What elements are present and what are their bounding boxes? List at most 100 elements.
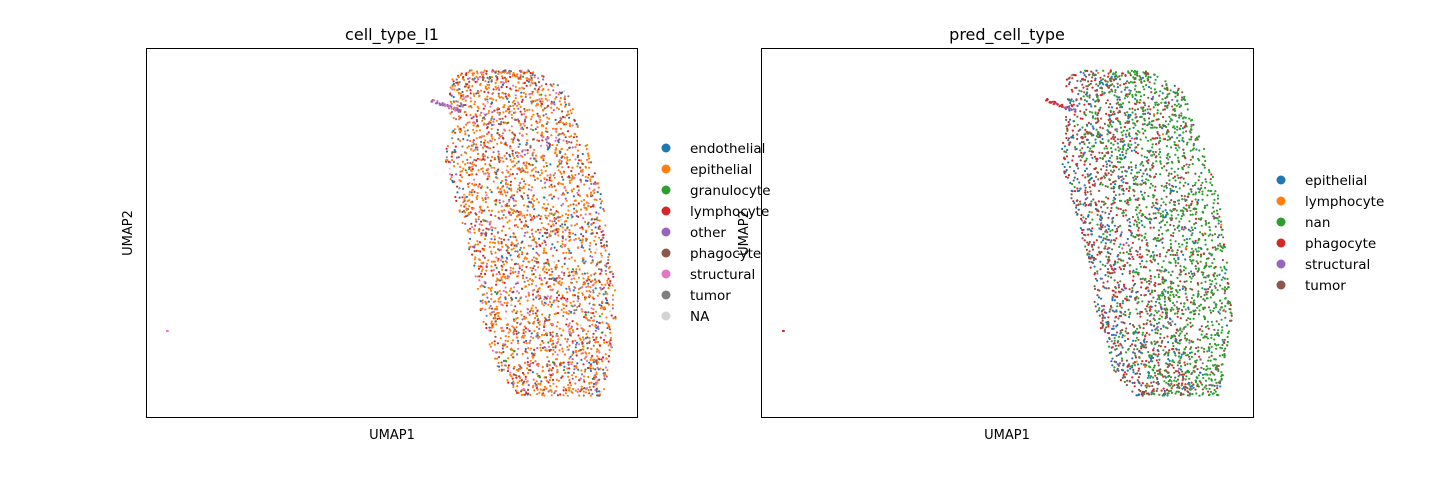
cell-point-granulocyte: [591, 377, 594, 381]
cell-point-epithelial: [490, 135, 493, 138]
cell-point-epithelial: [610, 270, 613, 273]
cell-point-nan: [1166, 95, 1169, 98]
cell-point-structural: [479, 143, 482, 147]
cell-point-epithelial: [526, 152, 529, 155]
cell-point-nan: [1207, 377, 1211, 380]
cell-point-phagocyte: [1099, 126, 1102, 129]
cell-point-epithelial: [1101, 224, 1104, 227]
cell-point-structural: [1178, 367, 1181, 370]
cell-point-phagocyte: [520, 287, 524, 290]
cell-point-phagocyte: [501, 117, 504, 120]
cell-point-nan: [1164, 80, 1167, 83]
cell-point-structural: [1102, 308, 1105, 311]
cell-point-nan: [1169, 384, 1172, 387]
cell-point-nan: [1122, 313, 1125, 316]
cell-point-phagocyte: [1157, 361, 1160, 364]
cell-point-epithelial: [527, 372, 530, 375]
cell-point-tumor: [1153, 314, 1156, 317]
cell-point-epithelial: [562, 386, 565, 389]
cell-point-tumor: [1210, 371, 1213, 374]
cell-point-nan: [1137, 297, 1140, 300]
cell-point-epithelial: [1085, 100, 1088, 103]
cell-point-epithelial: [580, 369, 583, 372]
cell-point-epithelial: [471, 194, 474, 197]
cell-point-nan: [1119, 147, 1122, 150]
cell-point-lymphocyte: [566, 130, 570, 133]
cell-point-tumor: [543, 262, 546, 265]
cell-point-epithelial: [576, 306, 579, 309]
cell-point-epithelial: [567, 209, 570, 212]
cell-point-endothelial: [491, 229, 494, 232]
cell-point-phagocyte: [500, 361, 503, 364]
cell-point-epithelial: [572, 270, 575, 273]
cell-point-other: [552, 109, 556, 112]
cell-point-epithelial: [555, 127, 558, 130]
cell-point-epithelial: [510, 258, 513, 261]
cell-point-endothelial: [575, 270, 578, 273]
cell-point-tumor: [567, 363, 570, 366]
cell-point-epithelial: [512, 165, 515, 168]
cell-point-granulocyte: [495, 266, 498, 269]
cell-point-tumor: [522, 87, 526, 90]
cell-point-tumor: [1110, 80, 1113, 83]
cell-point-epithelial: [1132, 351, 1135, 354]
cell-point-lymphocyte: [548, 277, 551, 280]
cell-point-epithelial: [512, 381, 515, 385]
cell-point-epithelial: [446, 145, 449, 148]
cell-point-other: [571, 146, 574, 149]
cell-point-nan: [1135, 213, 1138, 216]
cell-point-lymphocyte: [526, 361, 529, 364]
cell-point-nan: [1210, 291, 1213, 294]
cell-point-phagocyte: [577, 297, 580, 300]
cell-point-epithelial: [1158, 207, 1161, 210]
cell-point-epithelial: [468, 193, 471, 196]
cell-point-epithelial: [484, 300, 487, 303]
cell-point-epithelial: [521, 264, 524, 267]
cell-point-epithelial: [538, 320, 541, 323]
cell-point-epithelial: [496, 259, 499, 262]
cell-point-tumor: [1110, 346, 1113, 349]
cell-point-nan: [1170, 391, 1173, 394]
cell-point-epithelial: [567, 324, 571, 327]
cell-point-nan: [1147, 75, 1150, 79]
cell-point-phagocyte: [484, 323, 488, 326]
cell-point-nan: [1127, 81, 1131, 84]
cell-point-epithelial: [505, 261, 508, 264]
cell-point-lymphocyte: [602, 233, 605, 236]
cell-point-phagocyte: [520, 390, 523, 393]
cell-point-nan: [1217, 343, 1220, 346]
cell-point-nan: [1159, 333, 1162, 336]
cell-point-nan: [1163, 297, 1166, 300]
cell-point-structural: [582, 217, 585, 220]
cell-point-lymphocyte: [531, 293, 535, 296]
cell-point-nan: [1211, 193, 1214, 196]
cell-point-epithelial: [502, 368, 505, 371]
cell-point-phagocyte: [1155, 254, 1159, 257]
cell-point-lymphocyte: [502, 273, 505, 276]
cell-point-nan: [1209, 309, 1212, 312]
cell-point-tumor: [1147, 105, 1150, 108]
cell-point-epithelial: [497, 297, 500, 300]
cell-point-lymphocyte: [585, 279, 589, 282]
cell-point-structural: [1130, 137, 1133, 140]
cell-point-epithelial: [528, 260, 531, 263]
cell-point-endothelial: [527, 197, 530, 200]
cell-point-nan: [1121, 134, 1124, 137]
cell-point-other: [519, 181, 522, 184]
cell-point-epithelial: [561, 226, 564, 229]
cell-point-nan: [1157, 262, 1160, 265]
cell-point-endothelial: [524, 347, 527, 351]
cell-point-phagocyte: [503, 76, 506, 79]
cell-point-granulocyte: [586, 342, 589, 345]
cell-point-tumor: [1079, 110, 1082, 113]
cell-point-tumor: [1187, 355, 1191, 358]
cell-point-nan: [1194, 191, 1197, 194]
cell-point-epithelial: [495, 305, 498, 308]
cell-point-epithelial: [1075, 206, 1078, 209]
cell-point-epithelial: [471, 74, 474, 77]
cell-point-structural: [542, 329, 546, 332]
cell-point-epithelial: [1114, 78, 1117, 81]
cell-point-phagocyte: [550, 183, 553, 186]
cell-point-endothelial: [487, 80, 490, 84]
cell-point-epithelial: [541, 282, 544, 286]
